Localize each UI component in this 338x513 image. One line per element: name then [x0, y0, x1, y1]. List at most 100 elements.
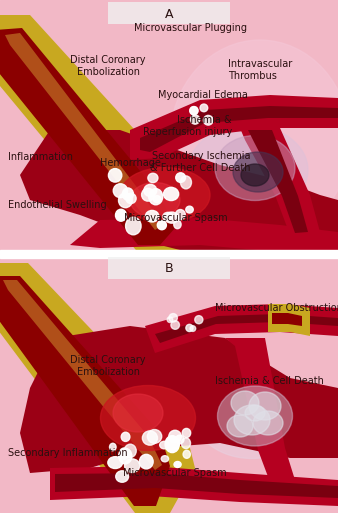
- Ellipse shape: [121, 432, 130, 442]
- Ellipse shape: [148, 173, 158, 183]
- Ellipse shape: [142, 188, 154, 201]
- Ellipse shape: [120, 168, 210, 223]
- Polygon shape: [50, 466, 338, 506]
- Ellipse shape: [100, 385, 195, 450]
- Ellipse shape: [227, 415, 253, 437]
- Ellipse shape: [181, 438, 191, 448]
- Ellipse shape: [190, 107, 198, 115]
- Polygon shape: [20, 326, 338, 473]
- Polygon shape: [155, 314, 338, 343]
- Ellipse shape: [182, 428, 191, 438]
- Polygon shape: [55, 473, 338, 498]
- Ellipse shape: [161, 456, 169, 462]
- Text: Microvascular Plugging: Microvascular Plugging: [134, 23, 246, 33]
- Ellipse shape: [234, 405, 270, 435]
- Ellipse shape: [169, 430, 181, 443]
- Text: Myocardial Edema: Myocardial Edema: [158, 90, 248, 100]
- Ellipse shape: [149, 189, 163, 205]
- Ellipse shape: [170, 40, 338, 240]
- Ellipse shape: [164, 187, 179, 201]
- Ellipse shape: [119, 193, 132, 208]
- Ellipse shape: [253, 411, 283, 435]
- Polygon shape: [145, 304, 338, 353]
- Ellipse shape: [249, 392, 281, 420]
- Ellipse shape: [175, 209, 185, 220]
- Ellipse shape: [147, 429, 162, 443]
- Polygon shape: [20, 130, 338, 255]
- Ellipse shape: [190, 107, 198, 114]
- Ellipse shape: [119, 448, 129, 459]
- Text: Endothelial Swelling: Endothelial Swelling: [8, 200, 106, 210]
- Text: Inflammation: Inflammation: [8, 152, 73, 162]
- Ellipse shape: [233, 152, 283, 192]
- Polygon shape: [140, 106, 338, 152]
- Ellipse shape: [116, 209, 126, 221]
- Ellipse shape: [171, 321, 179, 329]
- Ellipse shape: [195, 315, 203, 324]
- Ellipse shape: [165, 436, 179, 452]
- Text: Hemorrhage: Hemorrhage: [100, 158, 161, 168]
- Ellipse shape: [180, 176, 192, 189]
- Polygon shape: [268, 304, 310, 336]
- Ellipse shape: [169, 313, 177, 322]
- Ellipse shape: [119, 448, 132, 464]
- Ellipse shape: [113, 394, 163, 432]
- Ellipse shape: [153, 195, 161, 203]
- Ellipse shape: [194, 373, 310, 459]
- Polygon shape: [0, 276, 170, 506]
- Ellipse shape: [203, 115, 213, 125]
- Ellipse shape: [188, 125, 308, 215]
- Ellipse shape: [126, 217, 141, 235]
- Text: A: A: [165, 8, 173, 21]
- Ellipse shape: [186, 324, 193, 331]
- Ellipse shape: [160, 441, 169, 449]
- Ellipse shape: [231, 391, 259, 415]
- Polygon shape: [130, 95, 338, 160]
- Text: Microvascular Spasm: Microvascular Spasm: [124, 213, 228, 223]
- Ellipse shape: [110, 443, 116, 451]
- Polygon shape: [0, 15, 200, 255]
- Ellipse shape: [215, 135, 295, 201]
- Text: Microvascular Obstruction: Microvascular Obstruction: [215, 303, 338, 313]
- Polygon shape: [0, 263, 195, 513]
- Ellipse shape: [139, 455, 153, 469]
- Ellipse shape: [124, 444, 136, 458]
- Text: Intravascular
Thrombus: Intravascular Thrombus: [228, 59, 292, 81]
- Ellipse shape: [142, 431, 158, 445]
- Polygon shape: [5, 33, 162, 230]
- Ellipse shape: [125, 459, 140, 472]
- Polygon shape: [240, 128, 320, 235]
- FancyBboxPatch shape: [108, 2, 230, 24]
- Ellipse shape: [174, 220, 181, 229]
- FancyBboxPatch shape: [108, 257, 230, 279]
- Ellipse shape: [113, 184, 127, 198]
- Polygon shape: [248, 130, 308, 233]
- Ellipse shape: [183, 450, 190, 458]
- Polygon shape: [0, 28, 175, 245]
- Text: Distal Coronary
Embolization: Distal Coronary Embolization: [70, 355, 146, 377]
- Ellipse shape: [167, 317, 173, 323]
- Ellipse shape: [122, 188, 134, 200]
- Ellipse shape: [145, 210, 159, 222]
- Ellipse shape: [108, 169, 122, 182]
- Ellipse shape: [186, 206, 193, 213]
- Polygon shape: [272, 313, 302, 326]
- Text: Microvascular Spasm: Microvascular Spasm: [123, 468, 227, 478]
- Bar: [0, 250, 338, 258]
- Text: Distal Coronary
Embolization: Distal Coronary Embolization: [70, 55, 146, 77]
- Ellipse shape: [108, 457, 123, 468]
- Polygon shape: [70, 218, 338, 255]
- Text: Ischemia &
Reperfusion injury: Ischemia & Reperfusion injury: [143, 115, 232, 137]
- Ellipse shape: [116, 471, 128, 482]
- Ellipse shape: [144, 184, 157, 196]
- Ellipse shape: [245, 405, 265, 421]
- Ellipse shape: [165, 212, 179, 223]
- Ellipse shape: [126, 193, 136, 204]
- Ellipse shape: [163, 212, 173, 221]
- Ellipse shape: [174, 462, 181, 467]
- Text: Secondary Ischemia
& Further Cell Death: Secondary Ischemia & Further Cell Death: [149, 151, 250, 173]
- Ellipse shape: [176, 435, 184, 444]
- Ellipse shape: [241, 164, 269, 186]
- Ellipse shape: [217, 386, 292, 446]
- Text: Secondary Inflammation: Secondary Inflammation: [8, 448, 128, 458]
